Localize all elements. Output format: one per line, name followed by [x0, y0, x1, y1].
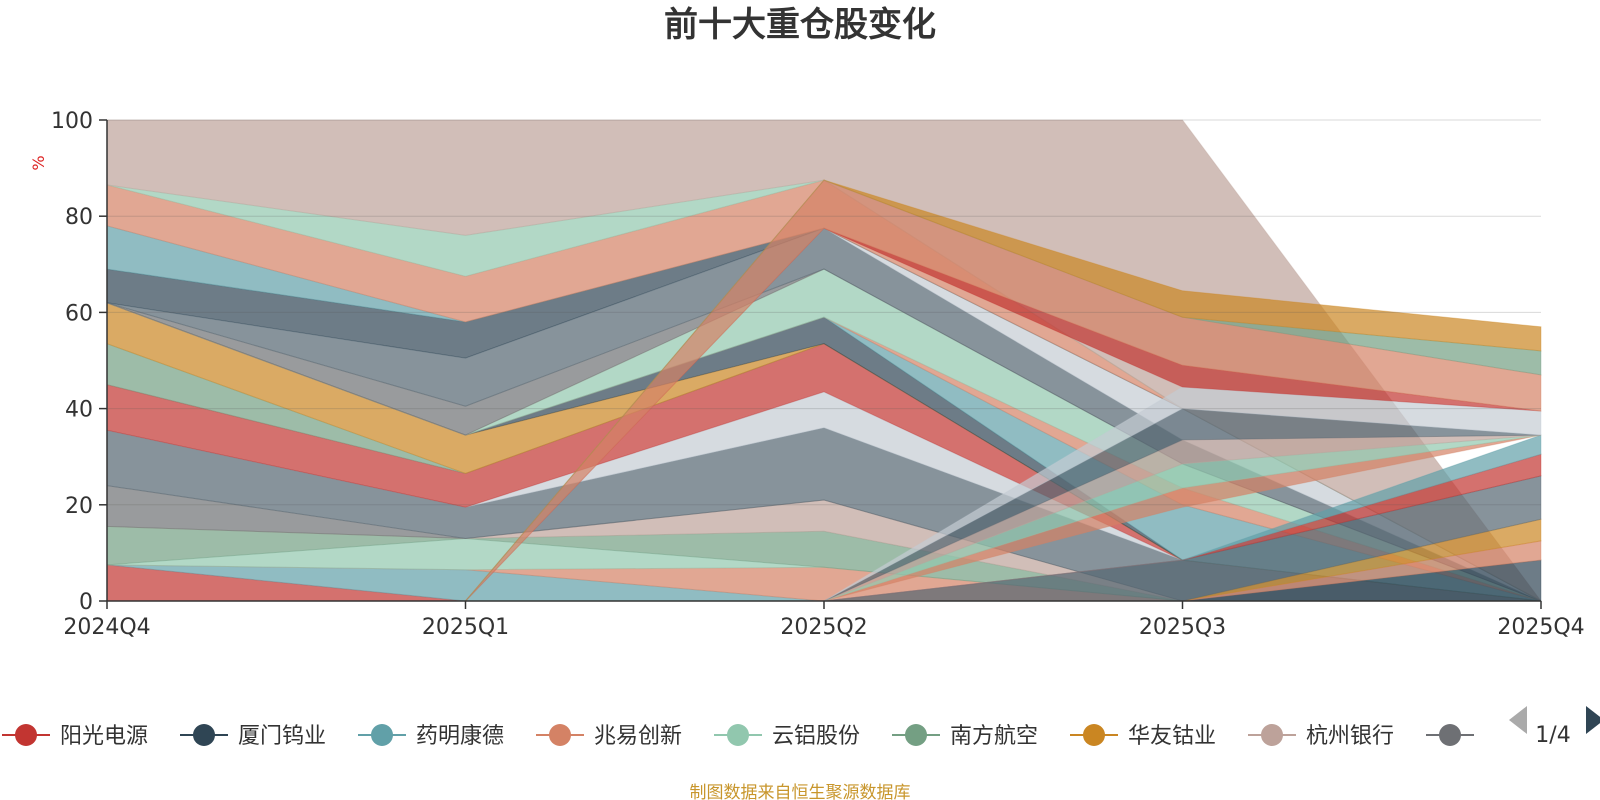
- y-tick-label-100: 100: [51, 109, 93, 134]
- legend-item-2[interactable]: 药明康德: [358, 724, 504, 749]
- area-layers: [106, 119, 1542, 602]
- legend-item-5[interactable]: 南方航空: [892, 724, 1038, 749]
- legend-label-3: 兆易创新: [594, 724, 682, 749]
- legend-item-4[interactable]: 云铝股份: [714, 724, 860, 749]
- legend-item-1[interactable]: 厦门钨业: [180, 724, 326, 749]
- legend-label-6: 华友钴业: [1128, 724, 1216, 749]
- chart-title: 前十大重仓股变化: [664, 5, 936, 45]
- legend-label-2: 药明康德: [416, 724, 504, 749]
- legend-marker-6: [1083, 724, 1105, 746]
- legend-marker-8: [1439, 724, 1461, 746]
- legend-item-0[interactable]: 阳光电源: [2, 724, 148, 749]
- legend-marker-5: [905, 724, 927, 746]
- x-tick-label-3: 2025Q3: [1139, 615, 1226, 640]
- legend-label-0: 阳光电源: [60, 724, 148, 749]
- legend-label-5: 南方航空: [950, 724, 1038, 749]
- area-layer-5: [106, 499, 1541, 602]
- x-tick-label-1: 2025Q1: [422, 615, 509, 640]
- area-layer-2: [106, 564, 1541, 602]
- y-axis-unit: %: [29, 155, 48, 170]
- legend-marker-3: [549, 724, 571, 746]
- legend-item-3[interactable]: 兆易创新: [536, 724, 682, 749]
- legend-pager: 1/4: [1509, 706, 1600, 748]
- legend-label-4: 云铝股份: [772, 724, 860, 749]
- legend-marker-1: [193, 724, 215, 746]
- y-tick-label-80: 80: [65, 205, 93, 230]
- legend-marker-0: [15, 724, 37, 746]
- axes: 0 20 40 60 80 100 2024Q4 2025Q1 2025Q2 2025Q3 2025…: [51, 109, 1585, 640]
- legend-marker-4: [727, 724, 749, 746]
- area-layer-39: [107, 179, 1542, 602]
- legend-page-indicator: 1/4: [1535, 723, 1570, 748]
- legend-marker-7: [1261, 724, 1283, 746]
- grid-lines: [107, 119, 1541, 506]
- data-source-note: 制图数据来自恒生聚源数据库: [690, 783, 911, 800]
- legend-prev-page-icon[interactable]: [1509, 706, 1527, 734]
- y-tick-label-0: 0: [79, 590, 93, 615]
- x-tick-label-0: 2024Q4: [63, 615, 150, 640]
- legend-item-7[interactable]: 杭州银行: [1248, 724, 1394, 749]
- y-tick-label-20: 20: [65, 494, 93, 519]
- legend-label-7: 杭州银行: [1306, 724, 1394, 749]
- x-tick-label-4: 2025Q4: [1497, 615, 1584, 640]
- legend: 阳光电源 厦门钨业 药明康德 兆易创新 云铝股份 南方航空 华友钴业 杭州银行: [2, 724, 1474, 749]
- y-tick-label-60: 60: [65, 301, 93, 326]
- x-tick-label-2: 2025Q2: [780, 615, 867, 640]
- legend-marker-2: [371, 724, 393, 746]
- legend-label-1: 厦门钨业: [238, 724, 326, 749]
- y-tick-label-40: 40: [65, 398, 93, 423]
- legend-next-page-icon[interactable]: [1586, 706, 1600, 734]
- legend-item-6[interactable]: 华友钴业: [1070, 724, 1216, 749]
- legend-item-8[interactable]: [1426, 724, 1474, 746]
